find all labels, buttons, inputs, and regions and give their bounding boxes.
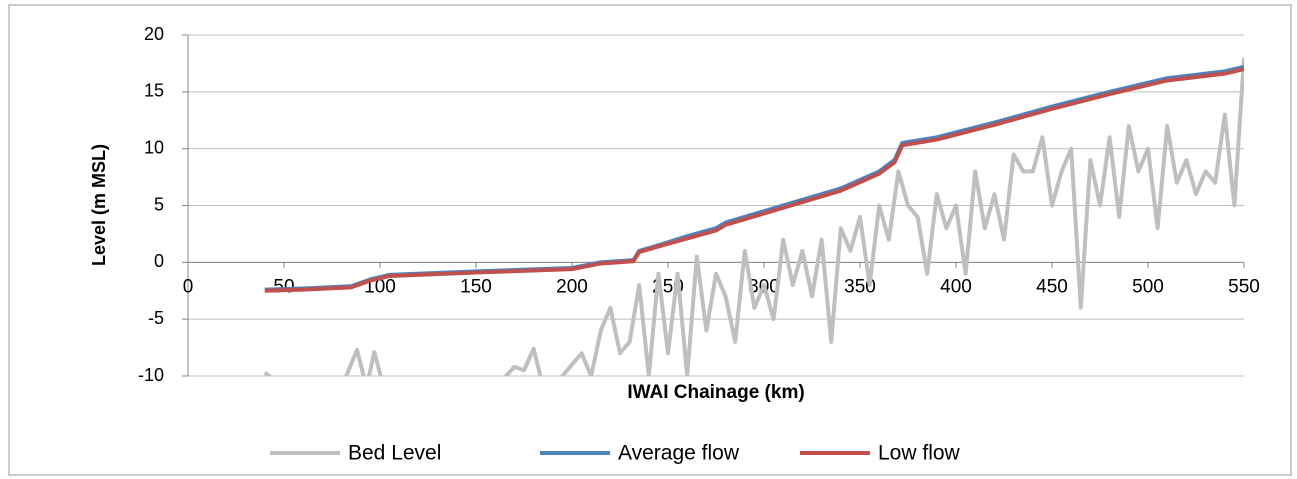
series-line [264, 67, 1244, 293]
legend-label: Bed Level [348, 442, 441, 465]
x-tick-label: 450 [1036, 276, 1068, 297]
x-tick-label: 0 [183, 276, 194, 297]
y-tick-label: 5 [154, 194, 164, 214]
y-tick-label: -10 [138, 365, 164, 385]
legend-label: Low flow [878, 442, 961, 465]
series-line [263, 57, 1244, 376]
y-tick-label: 10 [144, 137, 164, 157]
y-tick-label: 15 [144, 81, 164, 101]
chart-frame [8, 4, 1292, 476]
x-axis-label: IWAI Chainage (km) [627, 382, 804, 403]
y-tick-label: 0 [154, 251, 164, 271]
legend-label: Average flow [618, 442, 740, 465]
x-tick-label: 550 [1228, 276, 1260, 297]
y-tick-label: 20 [144, 24, 164, 44]
plot-area [263, 57, 1244, 376]
x-tick-label: 150 [460, 276, 492, 297]
series-line [264, 64, 1244, 292]
y-tick-label: -5 [148, 308, 164, 328]
x-tick-label: 400 [940, 276, 972, 297]
y-axis-label: Level (m MSL) [89, 144, 109, 266]
x-tick-label: 500 [1132, 276, 1164, 297]
x-tick-label: 200 [556, 276, 588, 297]
